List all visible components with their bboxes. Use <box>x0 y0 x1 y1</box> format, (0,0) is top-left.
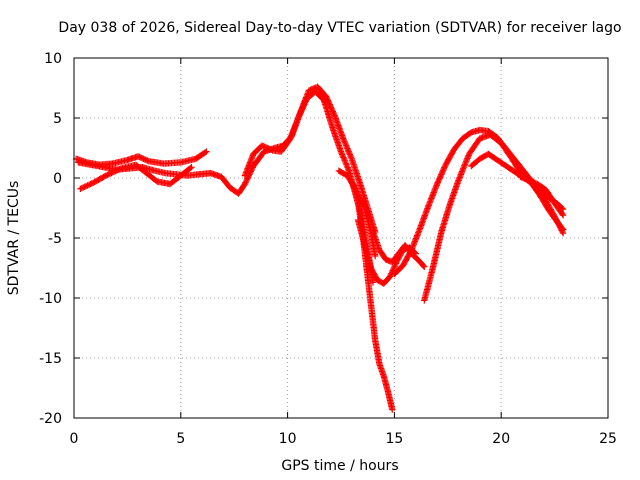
x-axis-label: GPS time / hours <box>281 458 398 474</box>
data-point <box>346 151 353 158</box>
data-point <box>80 184 87 191</box>
data-point <box>359 200 366 207</box>
x-tick-label: 15 <box>385 431 403 447</box>
x-tick-label: 5 <box>176 431 185 447</box>
x-tick-labels: 0 5 10 15 20 25 <box>70 431 617 447</box>
data-point <box>202 149 209 156</box>
data-point <box>559 226 567 233</box>
x-tick-label: 0 <box>70 431 79 447</box>
data-point <box>391 263 398 270</box>
y-tick-label: 10 <box>44 51 62 67</box>
y-tick-label: 5 <box>53 111 62 127</box>
data-point <box>421 263 428 270</box>
data-point <box>331 131 339 139</box>
data-point <box>353 188 360 195</box>
x-tick-label: 10 <box>279 431 297 447</box>
y-axis-label: SDTVAR / TECUs <box>6 181 22 296</box>
data-point <box>102 172 110 179</box>
data-points <box>72 83 567 413</box>
data-point <box>356 193 363 201</box>
y-tick-label: 0 <box>53 171 62 187</box>
series-trace-9 <box>391 126 567 278</box>
series-trace-3 <box>75 83 379 236</box>
grid-lines <box>74 58 608 418</box>
series-trace-12 <box>517 173 567 219</box>
data-point <box>298 106 306 113</box>
data-point <box>559 225 566 232</box>
x-tick-label: 20 <box>492 431 510 447</box>
data-point <box>77 185 84 192</box>
y-tick-label: -5 <box>48 231 62 247</box>
y-tick-label: -20 <box>39 411 62 427</box>
data-point <box>420 262 427 269</box>
data-point <box>435 178 442 185</box>
data-point <box>386 273 394 280</box>
x-tick-label: 25 <box>599 431 617 447</box>
data-point <box>559 210 566 218</box>
data-point <box>188 164 195 171</box>
data-point <box>372 252 379 260</box>
data-point <box>81 183 88 190</box>
chart-title: Day 038 of 2026, Sidereal Day-to-day VTE… <box>58 20 621 36</box>
data-point <box>360 203 367 210</box>
data-point <box>307 86 314 93</box>
data-point <box>187 164 194 172</box>
axis-ticks <box>73 57 609 419</box>
data-point <box>389 406 396 413</box>
data-point <box>356 195 364 202</box>
data-point <box>340 154 347 161</box>
y-tick-label: -15 <box>39 351 62 367</box>
y-tick-labels: -20 -15 -10 -5 0 5 10 <box>39 51 62 427</box>
data-point <box>84 182 91 189</box>
data-point <box>242 179 249 186</box>
data-point <box>559 212 567 219</box>
data-point <box>203 148 210 155</box>
data-point <box>85 181 93 188</box>
series-trace-10 <box>421 131 567 304</box>
y-tick-label: -10 <box>39 291 62 307</box>
data-point <box>340 136 347 144</box>
data-point <box>378 368 386 375</box>
data-point <box>449 192 457 199</box>
